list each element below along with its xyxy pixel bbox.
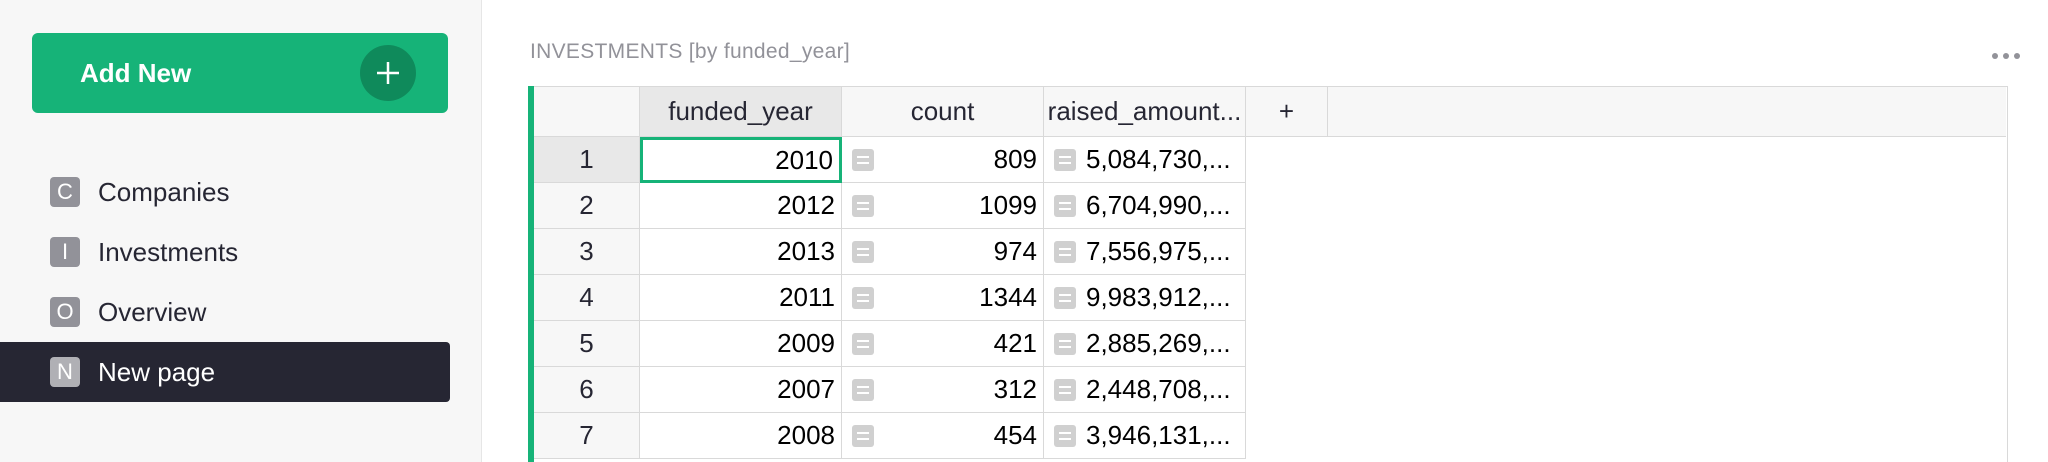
add-new-button[interactable]: Add New bbox=[32, 33, 448, 113]
row-number[interactable]: 3 bbox=[534, 229, 640, 275]
cell-count-value: 1344 bbox=[979, 282, 1037, 312]
cell-count-value: 809 bbox=[993, 144, 1037, 174]
row-number[interactable]: 1 bbox=[534, 137, 640, 183]
cell-raised-amount-value: 7,556,975,... bbox=[1086, 236, 1231, 266]
reference-column-icon bbox=[1054, 425, 1076, 447]
reference-column-icon bbox=[1054, 333, 1076, 355]
cell-raised-amount[interactable]: 6,704,990,... bbox=[1044, 183, 1246, 229]
cell-raised-amount[interactable]: 3,946,131,... bbox=[1044, 413, 1246, 459]
row-number-header bbox=[534, 87, 640, 136]
cell-count-value: 1099 bbox=[979, 190, 1037, 220]
cell-raised-amount[interactable]: 7,556,975,... bbox=[1044, 229, 1246, 275]
cell-count[interactable]: 1344 bbox=[842, 275, 1044, 321]
cell-funded-year[interactable]: 2010 bbox=[640, 137, 842, 183]
page-item-investments[interactable]: I Investments bbox=[0, 222, 450, 282]
cell-raised-amount-value: 6,704,990,... bbox=[1086, 190, 1231, 220]
page-list: C Companies I Investments O Overview N N… bbox=[0, 162, 450, 402]
add-column-button[interactable]: + bbox=[1246, 87, 1328, 136]
table-row: 7 2008 454 3,946,131,... bbox=[534, 413, 1246, 459]
cell-funded-year[interactable]: 2012 bbox=[640, 183, 842, 229]
cell-funded-year[interactable]: 2007 bbox=[640, 367, 842, 413]
page-initial-badge: I bbox=[50, 237, 80, 267]
reference-column-icon bbox=[852, 149, 874, 171]
reference-column-icon bbox=[1054, 379, 1076, 401]
plus-icon bbox=[360, 45, 416, 101]
reference-column-icon bbox=[852, 195, 874, 217]
column-header-funded-year[interactable]: funded_year bbox=[640, 87, 842, 136]
more-horizontal-icon[interactable] bbox=[1988, 46, 2024, 66]
cell-raised-amount[interactable]: 9,983,912,... bbox=[1044, 275, 1246, 321]
table-row: 1 2010 809 5,084,730,... bbox=[534, 137, 1246, 183]
cell-count[interactable]: 974 bbox=[842, 229, 1044, 275]
cell-raised-amount-value: 9,983,912,... bbox=[1086, 282, 1231, 312]
cell-count-value: 421 bbox=[993, 328, 1037, 358]
table-row: 3 2013 974 7,556,975,... bbox=[534, 229, 1246, 275]
page-initial-badge: N bbox=[50, 357, 80, 387]
page-label: Companies bbox=[98, 177, 230, 207]
reference-column-icon bbox=[1054, 195, 1076, 217]
page-initial-badge: C bbox=[50, 177, 80, 207]
cell-count-value: 454 bbox=[993, 420, 1037, 450]
reference-column-icon bbox=[1054, 149, 1076, 171]
cell-funded-year[interactable]: 2013 bbox=[640, 229, 842, 275]
data-grid: funded_year count raised_amount... + 1 20… bbox=[528, 86, 2008, 462]
left-panel: Add New C Companies I Investments O Over… bbox=[0, 0, 482, 462]
page-item-companies[interactable]: C Companies bbox=[0, 162, 450, 222]
cell-funded-year[interactable]: 2008 bbox=[640, 413, 842, 459]
cell-raised-amount-value: 2,448,708,... bbox=[1086, 374, 1231, 404]
cell-count-value: 312 bbox=[993, 374, 1037, 404]
row-number[interactable]: 2 bbox=[534, 183, 640, 229]
row-number[interactable]: 5 bbox=[534, 321, 640, 367]
cell-raised-amount-value: 2,885,269,... bbox=[1086, 328, 1231, 358]
page-initial-badge: O bbox=[50, 297, 80, 327]
page-label: Overview bbox=[98, 297, 207, 327]
cell-count[interactable]: 421 bbox=[842, 321, 1044, 367]
cell-raised-amount[interactable]: 2,885,269,... bbox=[1044, 321, 1246, 367]
table-row: 4 2011 1344 9,983,912,... bbox=[534, 275, 1246, 321]
cell-funded-year[interactable]: 2011 bbox=[640, 275, 842, 321]
column-header-count[interactable]: count bbox=[842, 87, 1044, 136]
page-label: Investments bbox=[98, 237, 239, 267]
reference-column-icon bbox=[1054, 287, 1076, 309]
reference-column-icon bbox=[852, 425, 874, 447]
page-item-new-page[interactable]: N New page bbox=[0, 342, 450, 402]
cell-count[interactable]: 312 bbox=[842, 367, 1044, 413]
grid-frame: funded_year count raised_amount... + 1 20… bbox=[534, 86, 2008, 462]
section-title: INVESTMENTS [by funded_year] bbox=[530, 40, 851, 63]
reference-column-icon bbox=[1054, 241, 1076, 263]
row-number[interactable]: 6 bbox=[534, 367, 640, 413]
reference-column-icon bbox=[852, 333, 874, 355]
row-number[interactable]: 7 bbox=[534, 413, 640, 459]
cell-funded-year[interactable]: 2009 bbox=[640, 321, 842, 367]
reference-column-icon bbox=[852, 379, 874, 401]
cell-raised-amount[interactable]: 2,448,708,... bbox=[1044, 367, 1246, 413]
row-number[interactable]: 4 bbox=[534, 275, 640, 321]
table-row: 2 2012 1099 6,704,990,... bbox=[534, 183, 1246, 229]
main-content: INVESTMENTS [by funded_year] funded_year… bbox=[482, 0, 2048, 462]
reference-column-icon bbox=[852, 241, 874, 263]
column-header-raised-amount[interactable]: raised_amount... bbox=[1044, 87, 1246, 136]
add-new-label: Add New bbox=[80, 58, 192, 88]
cell-count[interactable]: 1099 bbox=[842, 183, 1044, 229]
table-row: 6 2007 312 2,448,708,... bbox=[534, 367, 1246, 413]
grid-header-row: funded_year count raised_amount... + bbox=[534, 87, 2006, 137]
cell-raised-amount[interactable]: 5,084,730,... bbox=[1044, 137, 1246, 183]
page-label: New page bbox=[98, 357, 216, 387]
table-row: 5 2009 421 2,885,269,... bbox=[534, 321, 1246, 367]
cell-count[interactable]: 454 bbox=[842, 413, 1044, 459]
cell-raised-amount-value: 5,084,730,... bbox=[1086, 144, 1231, 174]
cell-count[interactable]: 809 bbox=[842, 137, 1044, 183]
cell-raised-amount-value: 3,946,131,... bbox=[1086, 420, 1231, 450]
page-item-overview[interactable]: O Overview bbox=[0, 282, 450, 342]
cell-count-value: 974 bbox=[993, 236, 1037, 266]
reference-column-icon bbox=[852, 287, 874, 309]
